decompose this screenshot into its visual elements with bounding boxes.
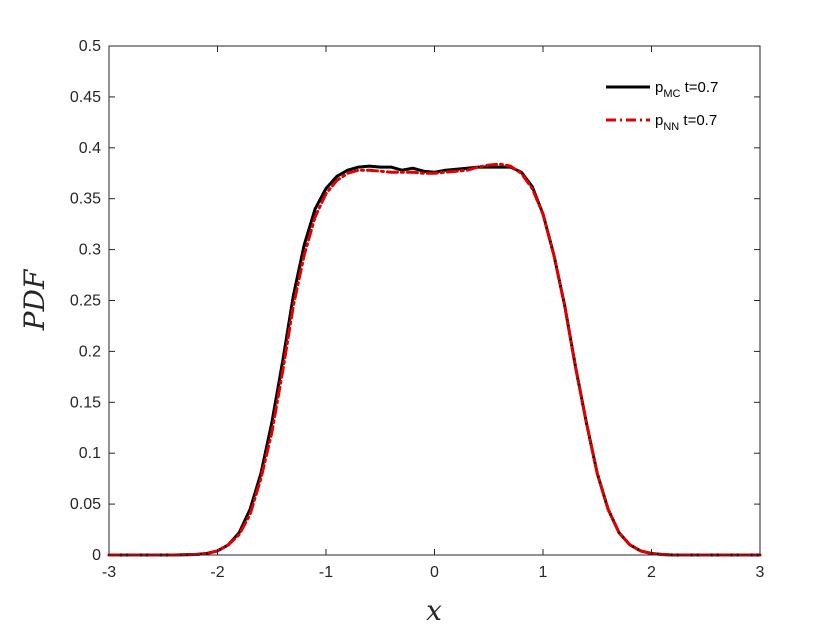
legend-mc-main: p bbox=[655, 79, 663, 96]
y-tick-label: 0.35 bbox=[70, 191, 101, 208]
y-tick-label: 0.05 bbox=[70, 496, 101, 513]
legend-nn-rest: t=0.7 bbox=[679, 112, 717, 129]
legend-label-mc: pMC t=0.7 bbox=[655, 79, 718, 100]
x-tick-label: -3 bbox=[102, 564, 116, 581]
series-layer bbox=[107, 162, 762, 557]
y-tick-label: 0.2 bbox=[79, 343, 101, 360]
legend-mc-sub: MC bbox=[663, 88, 680, 100]
ticks-layer: -3 -2 -1 0 1 2 3 0 0.05 0.1 0.15 0.2 0.25 0.3 0.35 0.4 0… bbox=[70, 38, 765, 581]
y-axis-label: PDF bbox=[18, 268, 51, 331]
y-tick-label: 0.15 bbox=[70, 394, 101, 411]
x-tick-label: -1 bbox=[319, 564, 333, 581]
legend-label-nn: pNN t=0.7 bbox=[655, 112, 717, 133]
plot-background bbox=[109, 46, 760, 555]
y-tick-label: 0.45 bbox=[70, 89, 101, 106]
legend-mc-rest: t=0.7 bbox=[680, 79, 718, 96]
x-tick-label: 1 bbox=[539, 564, 548, 581]
x-tick-label: -2 bbox=[210, 564, 224, 581]
legend-nn-main: p bbox=[655, 112, 663, 129]
x-tick-label: 0 bbox=[430, 564, 439, 581]
legend: pMC t=0.7 pNN t=0.7 bbox=[606, 79, 718, 133]
y-tick-label: 0.5 bbox=[79, 38, 101, 55]
y-tick-label: 0.4 bbox=[79, 140, 101, 157]
x-tick-label: 2 bbox=[647, 564, 656, 581]
y-tick-label: 0.25 bbox=[70, 293, 101, 310]
x-tick-label: 3 bbox=[756, 564, 765, 581]
y-tick-label: 0.1 bbox=[79, 445, 101, 462]
y-tick-label: 0.3 bbox=[79, 242, 101, 259]
legend-nn-sub: NN bbox=[663, 121, 679, 133]
series-line-nn bbox=[107, 162, 762, 557]
y-tick-label: 0 bbox=[92, 547, 101, 564]
x-axis-label: x bbox=[426, 594, 442, 627]
